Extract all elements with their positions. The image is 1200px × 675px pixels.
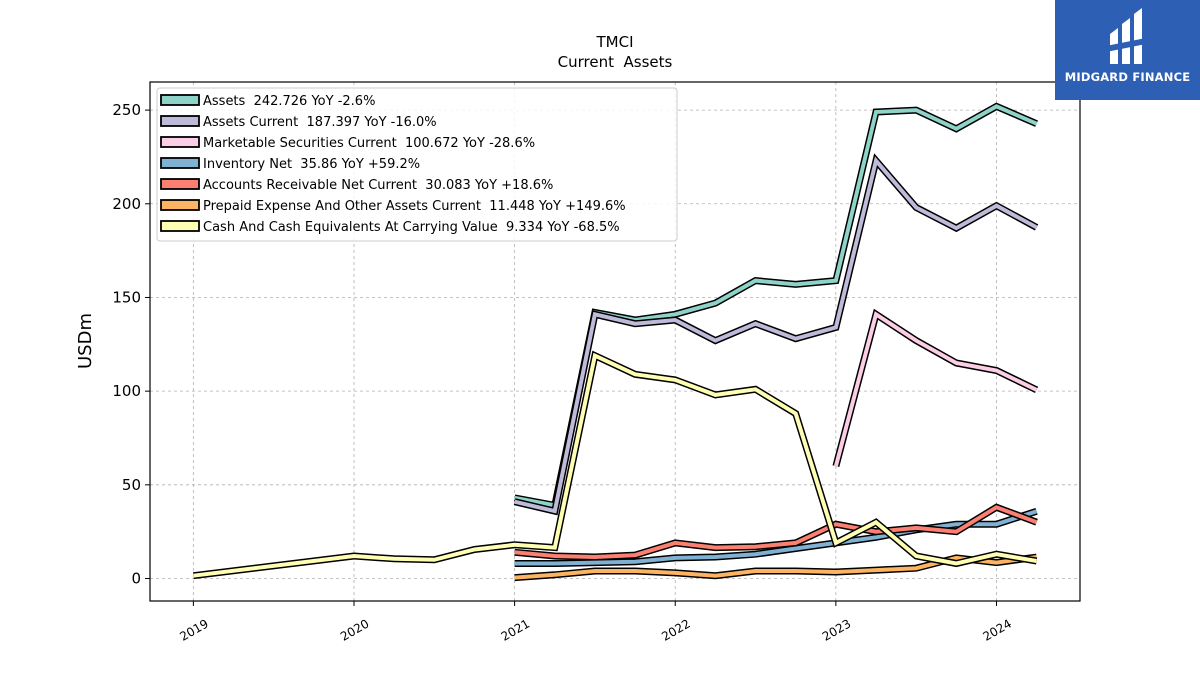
legend-swatch	[160, 220, 200, 232]
x-tick-label: 2021	[499, 616, 532, 643]
midgard-finance-logo: MIDGARD FINANCE	[1055, 0, 1200, 100]
legend-swatch	[160, 157, 200, 169]
y-tick-label: 150	[112, 288, 141, 306]
legend-label: Assets 242.726 YoY -2.6%	[203, 94, 375, 109]
chart-title: TMCI	[595, 33, 633, 51]
legend-box	[156, 87, 678, 242]
legend-label: Assets Current 187.397 YoY -16.0%	[203, 115, 437, 130]
x-tick-label: 2023	[820, 616, 853, 643]
legend-label: Inventory Net 35.86 YoY +59.2%	[203, 157, 420, 172]
legend-label: Marketable Securities Current 100.672 Yo…	[203, 136, 535, 151]
y-tick-label: 0	[131, 570, 141, 588]
series-line	[514, 156, 1038, 514]
series-line-outline	[192, 350, 1038, 580]
y-tick-label: 200	[112, 195, 141, 213]
legend-label: Prepaid Expense And Other Assets Current…	[203, 199, 626, 214]
legend-swatch	[160, 178, 200, 190]
x-tick-label: 2019	[177, 616, 210, 643]
series-line	[193, 352, 1037, 578]
legend-swatch	[160, 94, 200, 106]
series-line	[514, 505, 1038, 560]
y-axis-label: USDm	[75, 313, 96, 369]
x-tick-label: 2024	[981, 616, 1014, 643]
y-tick-label: 50	[122, 476, 141, 494]
logo-text: MIDGARD FINANCE	[1064, 70, 1191, 84]
midgard-logo-icon	[1106, 8, 1146, 64]
legend-swatch	[160, 115, 200, 127]
legend-label: Cash And Cash Equivalents At Carrying Va…	[203, 220, 620, 235]
x-tick-label: 2020	[338, 616, 371, 643]
y-tick-label: 100	[112, 382, 141, 400]
series-line	[514, 509, 1038, 566]
legend-swatch	[160, 199, 200, 211]
legend: Assets 242.726 YoY -2.6% Assets Current 1…	[156, 87, 678, 242]
y-tick-label: 250	[112, 101, 141, 119]
legend-swatch	[160, 136, 200, 148]
plot-frame	[149, 81, 1081, 602]
x-tick-label: 2022	[659, 616, 692, 643]
series-line-outline	[832, 308, 1039, 467]
chart-subtitle: Current Assets	[558, 53, 673, 71]
series-line	[833, 311, 1038, 467]
series-lines	[192, 102, 1039, 582]
legend-label: Accounts Receivable Net Current 30.083 Y…	[203, 178, 553, 193]
